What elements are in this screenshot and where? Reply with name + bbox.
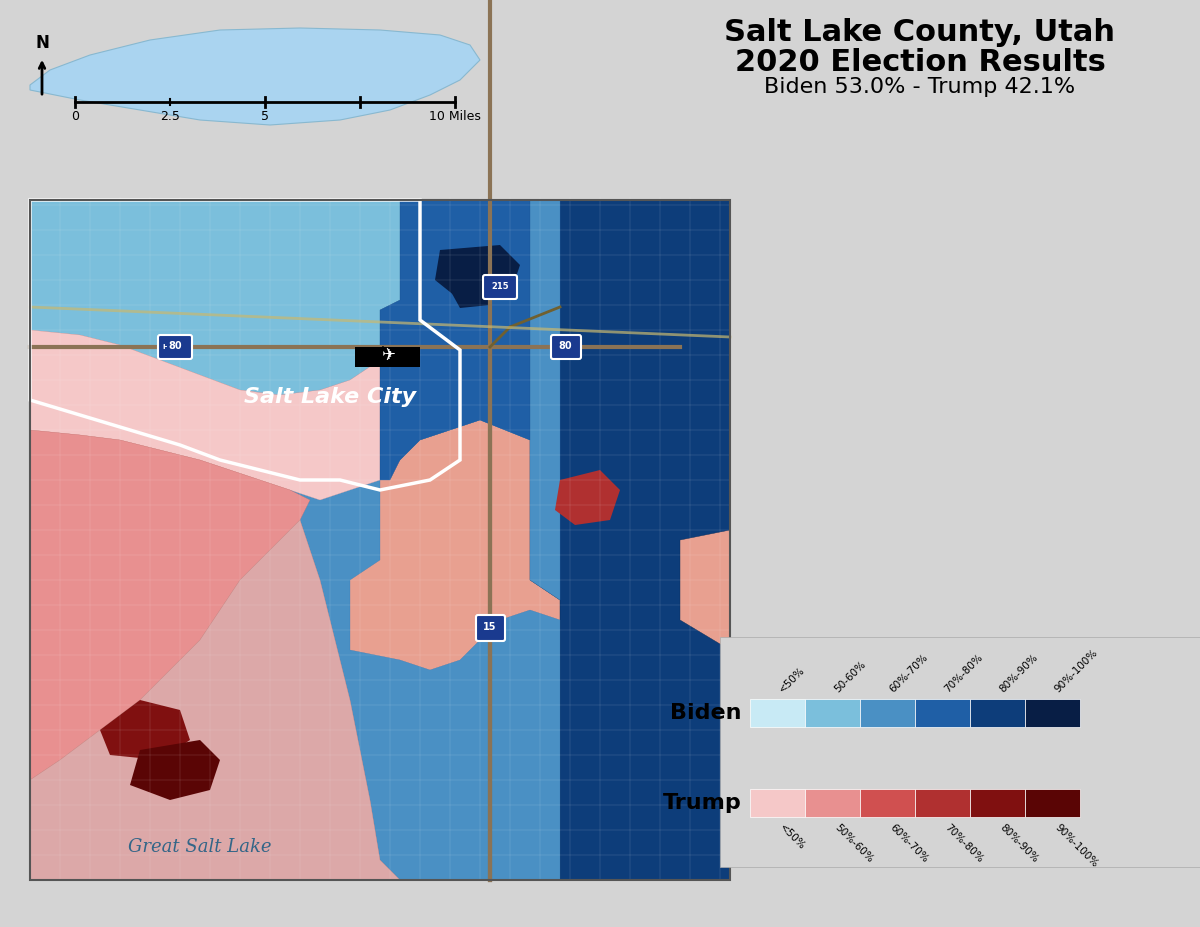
Text: 2020 Election Results: 2020 Election Results — [734, 47, 1105, 77]
Text: 60%-70%: 60%-70% — [888, 652, 930, 694]
Polygon shape — [130, 740, 220, 800]
Text: 10 Miles: 10 Miles — [430, 110, 481, 123]
FancyBboxPatch shape — [551, 335, 581, 359]
Polygon shape — [30, 430, 310, 780]
Text: 80: 80 — [558, 341, 572, 351]
Bar — [860, 789, 916, 817]
Text: Trump: Trump — [664, 793, 742, 813]
Polygon shape — [250, 200, 560, 880]
Text: 60%-70%: 60%-70% — [888, 822, 930, 864]
Polygon shape — [30, 330, 380, 500]
Text: <50%: <50% — [778, 822, 808, 852]
Text: 0: 0 — [71, 110, 79, 123]
Bar — [916, 699, 970, 727]
Text: 70%-80%: 70%-80% — [942, 652, 985, 694]
Bar — [805, 789, 860, 817]
Text: 90%-100%: 90%-100% — [1052, 822, 1099, 869]
Polygon shape — [30, 200, 400, 395]
Bar — [805, 699, 860, 727]
Bar — [650, 0, 1190, 127]
Bar — [970, 699, 1025, 727]
FancyBboxPatch shape — [158, 335, 192, 359]
Polygon shape — [530, 200, 730, 880]
FancyBboxPatch shape — [476, 615, 505, 641]
Text: 50%-60%: 50%-60% — [833, 822, 875, 864]
Text: 80%-90%: 80%-90% — [997, 652, 1039, 694]
Polygon shape — [380, 200, 530, 480]
Bar — [970, 789, 1025, 817]
Text: 2.5: 2.5 — [160, 110, 180, 123]
Text: 70%-80%: 70%-80% — [942, 822, 985, 864]
Text: Salt Lake City: Salt Lake City — [244, 387, 416, 407]
Polygon shape — [554, 470, 620, 525]
Text: ✈: ✈ — [374, 345, 396, 369]
Bar — [1025, 789, 1080, 817]
Bar — [750, 699, 805, 727]
Text: ✈: ✈ — [382, 346, 395, 364]
Text: 215: 215 — [491, 282, 509, 290]
Bar — [916, 789, 970, 817]
Text: 50-60%: 50-60% — [833, 659, 868, 694]
Polygon shape — [30, 28, 480, 125]
Text: 15: 15 — [484, 622, 497, 632]
Polygon shape — [436, 245, 520, 300]
Bar — [720, 637, 1200, 867]
Text: 90%-100%: 90%-100% — [1052, 647, 1099, 694]
Text: Salt Lake County, Utah: Salt Lake County, Utah — [725, 18, 1116, 46]
Bar — [355, 347, 420, 367]
Bar — [1025, 699, 1080, 727]
Polygon shape — [450, 265, 500, 308]
Text: I-: I- — [162, 344, 168, 350]
Bar — [750, 789, 805, 817]
Text: Great Salt Lake: Great Salt Lake — [128, 838, 271, 856]
Text: Biden: Biden — [671, 703, 742, 723]
Text: N: N — [35, 34, 49, 52]
Text: 5: 5 — [262, 110, 269, 123]
Text: 80%-90%: 80%-90% — [997, 822, 1039, 864]
Polygon shape — [100, 700, 190, 760]
Polygon shape — [30, 520, 400, 880]
Bar — [860, 699, 916, 727]
Text: 80: 80 — [168, 341, 182, 351]
Polygon shape — [30, 200, 730, 880]
FancyBboxPatch shape — [482, 275, 517, 299]
Text: <50%: <50% — [778, 665, 808, 694]
Text: Biden 53.0% - Trump 42.1%: Biden 53.0% - Trump 42.1% — [764, 77, 1075, 97]
